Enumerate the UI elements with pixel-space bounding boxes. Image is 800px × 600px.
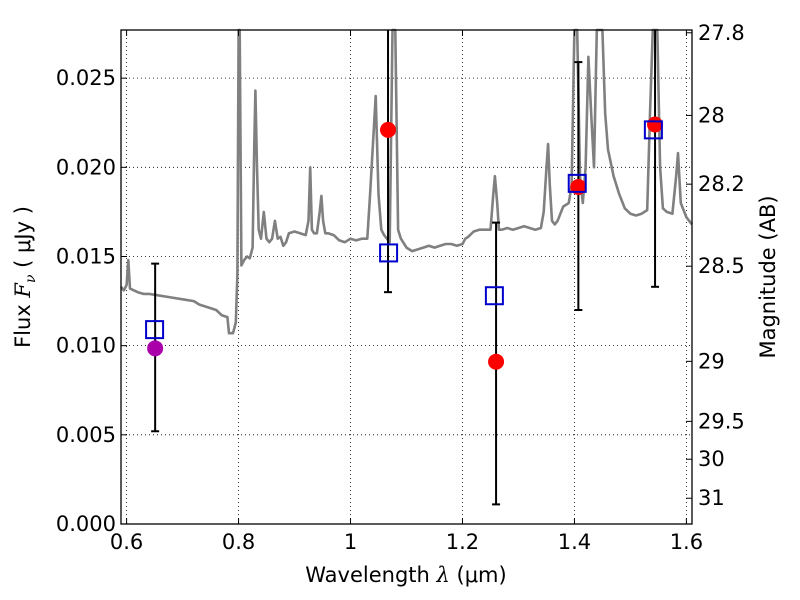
y2-tick-label: 28 (698, 103, 725, 127)
y2-axis-label: Magnitude (AB) (756, 195, 780, 358)
y2-tick-label: 30 (698, 447, 725, 471)
y-tick-label: 0.005 (56, 423, 116, 447)
model-photometry-point (484, 286, 504, 306)
observed-points (147, 116, 664, 370)
y2-tick-label: 29.5 (698, 409, 745, 433)
y-tick-label: 0.010 (56, 334, 116, 358)
y2-tick-label: 28.5 (698, 254, 745, 278)
observed-point (488, 353, 505, 370)
y-tick-label: 0.000 (56, 512, 116, 536)
model-photometry-point (145, 320, 165, 340)
model-spectrum (119, 28, 694, 335)
observed-point (147, 340, 164, 357)
x-tick-label: 0.6 (110, 530, 143, 554)
y-axis-label: Flux Fν ( μJy ) (11, 206, 39, 348)
model-photometry-point (379, 243, 399, 263)
y2-tick-label: 31 (698, 486, 725, 510)
y2-tick-label: 27.8 (698, 21, 745, 45)
model-photometry (145, 120, 663, 340)
x-tick-label: 1.6 (670, 530, 703, 554)
model-photometry-point (643, 120, 663, 140)
x-tick-label: 1.4 (558, 530, 591, 554)
y-axis-right: 27.8 28 28.2 28.5 29 29.5 30 31 (686, 21, 745, 510)
plot-frame (120, 29, 693, 525)
y2-tick-label: 29 (698, 349, 725, 373)
observed-point (647, 116, 664, 133)
y-tick-label: 0.025 (56, 66, 116, 90)
x-tick-label: 1.2 (446, 530, 479, 554)
observed-point (380, 121, 397, 138)
spectrum-line (119, 28, 694, 335)
x-axis-label: Wavelength λ (μm) (305, 563, 506, 587)
model-photometry-point (567, 173, 587, 193)
grid (121, 30, 692, 525)
x-axis: 0.6 0.8 1 1.2 1.4 1.6 (110, 30, 703, 554)
x-tick-label: 1 (344, 530, 357, 554)
x-tick-label: 0.8 (222, 530, 255, 554)
y2-tick-label: 28.2 (698, 172, 745, 196)
y-tick-label: 0.015 (56, 244, 116, 268)
error-bars (151, 30, 660, 506)
y-axis-left: 0.000 0.005 0.010 0.015 0.020 0.025 (56, 66, 127, 536)
y-tick-label: 0.020 (56, 155, 116, 179)
